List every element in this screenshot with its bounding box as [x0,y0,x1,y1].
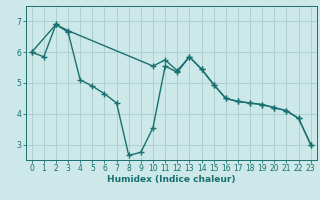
X-axis label: Humidex (Indice chaleur): Humidex (Indice chaleur) [107,175,236,184]
